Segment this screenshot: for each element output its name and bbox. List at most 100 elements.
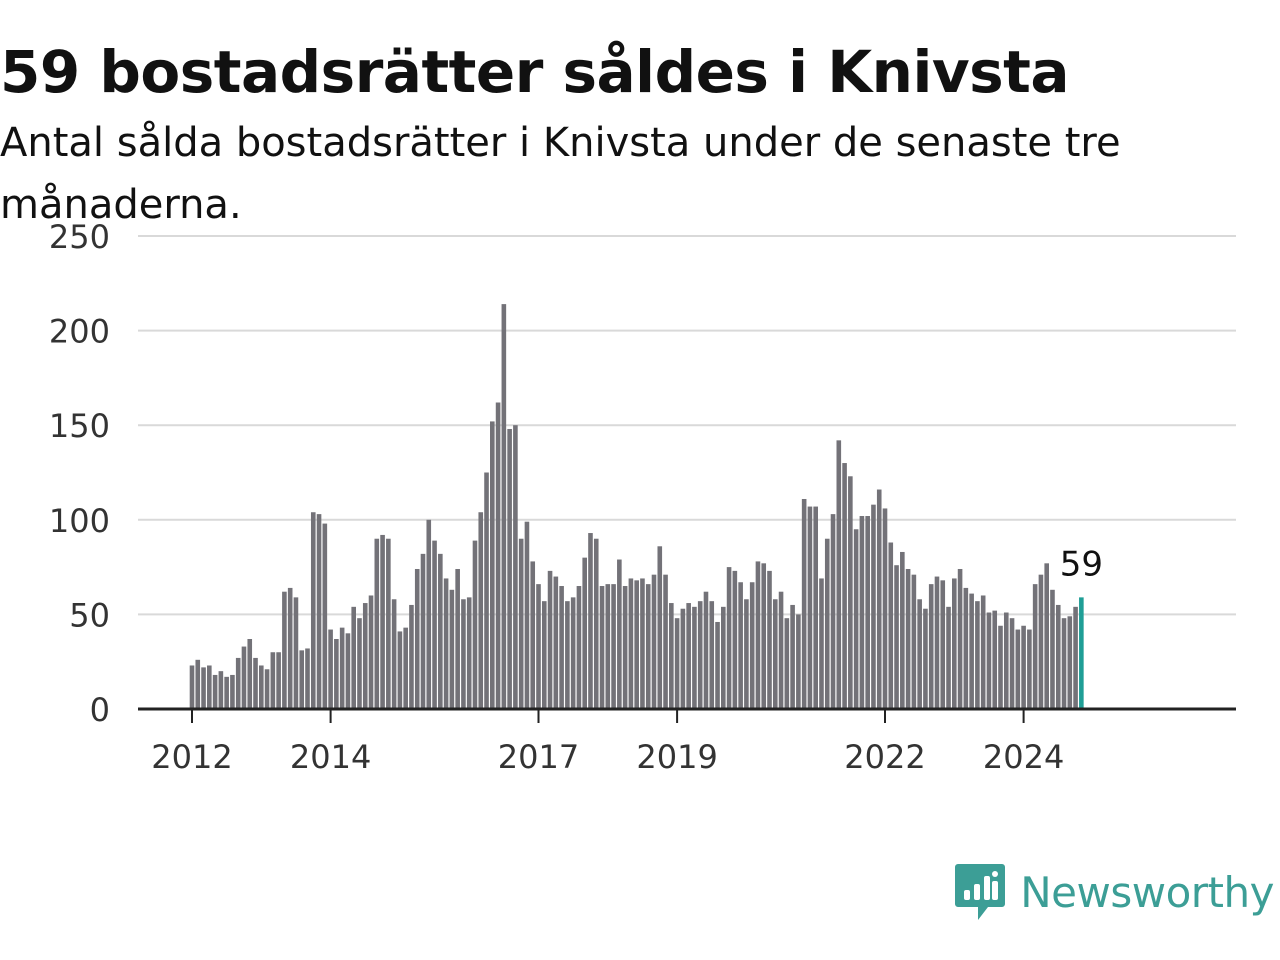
bar [946,606,951,709]
bar [241,646,247,709]
bar [1021,625,1026,709]
bar [819,578,824,709]
y-tick-label: 250 [49,218,110,256]
bar [622,586,628,709]
bar [189,665,195,709]
chart-title: 59 bostadsrätter såldes i Knivsta [0,38,1070,106]
bar [299,650,305,709]
bar [905,568,911,709]
bar [443,578,449,709]
y-tick-label: 150 [49,407,110,445]
bar [576,586,582,709]
x-tick-label: 2022 [844,738,925,776]
bar [599,586,605,709]
bar [952,578,957,709]
bar [900,551,905,709]
last-value-label: 59 [1060,544,1103,584]
bar [992,610,998,709]
bar [721,606,726,709]
bar [224,676,229,709]
bar [351,606,356,709]
bar [455,568,460,709]
bar [611,584,616,709]
highlighted-bar [1079,597,1084,709]
bar [547,570,553,709]
bar [663,574,668,709]
bar [790,604,795,709]
x-tick-label: 2019 [636,738,717,776]
bar [518,538,524,709]
bar [755,561,761,709]
bar [582,557,587,709]
bar [848,476,853,709]
bar [553,576,559,709]
bar [836,440,842,709]
bar [524,521,530,709]
bar [911,574,917,709]
bar [807,506,813,709]
bar [605,584,611,709]
bar [1009,618,1015,709]
bar [230,674,235,709]
bar [536,584,541,709]
bar [403,627,408,709]
y-axis-ticks: 0 50 100 150 200 250 [49,218,110,729]
bar [501,304,507,709]
bar [796,614,801,709]
bar [1003,612,1009,709]
bar [738,582,743,709]
bar [270,652,276,709]
bar [570,597,576,709]
bar [1067,616,1073,709]
bar [322,523,328,709]
bar [778,591,784,709]
bar [495,402,501,709]
bar [645,584,651,709]
bar [461,599,466,709]
bar [640,578,645,709]
bar [507,428,512,709]
bar [218,671,224,709]
bar [813,506,818,709]
x-axis-ticks: 2012 2014 2017 2019 2022 2024 [151,709,1064,776]
bar [541,601,547,709]
bar [634,580,639,709]
bar [824,538,830,709]
bar [212,674,218,709]
bar [882,508,888,709]
bar [703,591,709,709]
bar [432,540,437,709]
bar [853,529,859,709]
x-tick-label: 2014 [290,738,371,776]
bar [1061,618,1067,709]
bar [1044,563,1049,709]
bar [420,553,426,709]
bar [426,519,432,709]
bar [998,625,1003,709]
bar [969,593,974,709]
bar [1073,606,1078,709]
bar [709,601,715,709]
bar [247,639,253,709]
bar [201,667,206,709]
chart-subtitle: Antal sålda bostadsrätter i Knivsta unde… [0,120,1121,228]
bar [1050,589,1055,709]
bar [264,669,270,709]
bar [282,591,287,709]
bar [484,472,489,709]
bar [842,463,847,709]
bar [588,533,593,709]
bar [865,516,870,709]
bar [276,652,281,709]
y-tick-label: 200 [49,313,110,351]
bar [1015,629,1021,709]
bar [686,603,691,709]
bar [830,514,836,709]
bar [917,599,922,709]
bar [559,586,564,709]
x-tick-label: 2012 [151,738,232,776]
bars [189,304,1084,709]
bar [565,601,570,709]
bar [732,570,738,709]
